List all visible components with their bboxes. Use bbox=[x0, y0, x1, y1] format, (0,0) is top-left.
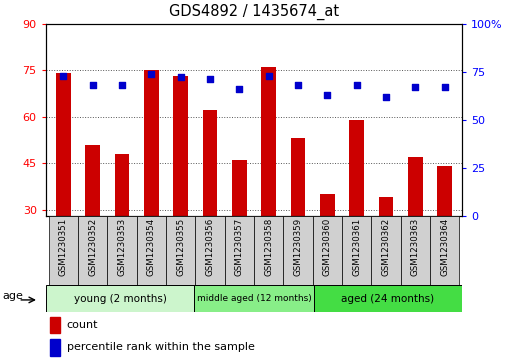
Bar bbox=[320, 194, 335, 216]
Point bbox=[382, 94, 390, 99]
Bar bbox=[225, 216, 254, 285]
Bar bbox=[350, 120, 364, 216]
Bar bbox=[46, 285, 195, 312]
Bar bbox=[85, 144, 100, 216]
Text: GSM1230356: GSM1230356 bbox=[206, 218, 214, 276]
Bar bbox=[173, 76, 188, 216]
Text: middle aged (12 months): middle aged (12 months) bbox=[197, 294, 311, 303]
Point bbox=[59, 73, 68, 78]
Text: young (2 months): young (2 months) bbox=[74, 294, 167, 303]
Bar bbox=[437, 166, 452, 216]
Text: GSM1230354: GSM1230354 bbox=[147, 218, 156, 276]
Text: GSM1230360: GSM1230360 bbox=[323, 218, 332, 276]
Bar bbox=[166, 216, 196, 285]
Text: GSM1230362: GSM1230362 bbox=[382, 218, 391, 276]
Bar bbox=[378, 197, 393, 216]
Bar bbox=[144, 70, 158, 216]
Bar bbox=[408, 157, 423, 216]
Bar bbox=[50, 339, 60, 356]
Bar bbox=[371, 216, 401, 285]
Text: GSM1230358: GSM1230358 bbox=[264, 218, 273, 276]
Bar bbox=[254, 216, 283, 285]
Bar bbox=[50, 317, 60, 333]
Bar bbox=[49, 216, 78, 285]
Text: GDS4892 / 1435674_at: GDS4892 / 1435674_at bbox=[169, 4, 339, 20]
Bar bbox=[107, 216, 137, 285]
Text: GSM1230364: GSM1230364 bbox=[440, 218, 449, 276]
Bar bbox=[232, 160, 247, 216]
Text: GSM1230355: GSM1230355 bbox=[176, 218, 185, 276]
Bar bbox=[137, 216, 166, 285]
Text: age: age bbox=[2, 291, 23, 301]
Point bbox=[206, 77, 214, 82]
Bar bbox=[283, 216, 312, 285]
Bar bbox=[195, 285, 313, 312]
Bar bbox=[401, 216, 430, 285]
Text: count: count bbox=[67, 320, 98, 330]
Point bbox=[353, 82, 361, 88]
Point bbox=[88, 82, 97, 88]
Bar bbox=[261, 67, 276, 216]
Bar bbox=[312, 216, 342, 285]
Point bbox=[323, 92, 331, 98]
Text: GSM1230351: GSM1230351 bbox=[59, 218, 68, 276]
Text: GSM1230352: GSM1230352 bbox=[88, 218, 97, 276]
Bar bbox=[342, 216, 371, 285]
Bar bbox=[56, 73, 71, 216]
Bar bbox=[313, 285, 462, 312]
Text: percentile rank within the sample: percentile rank within the sample bbox=[67, 342, 255, 352]
Text: GSM1230363: GSM1230363 bbox=[411, 218, 420, 276]
Text: GSM1230361: GSM1230361 bbox=[352, 218, 361, 276]
Bar bbox=[430, 216, 459, 285]
Bar bbox=[203, 110, 217, 216]
Text: aged (24 months): aged (24 months) bbox=[341, 294, 434, 303]
Point bbox=[294, 82, 302, 88]
Text: GSM1230353: GSM1230353 bbox=[117, 218, 126, 276]
Point bbox=[235, 86, 243, 92]
Point bbox=[440, 84, 449, 90]
Bar bbox=[196, 216, 225, 285]
Point bbox=[265, 73, 273, 78]
Text: GSM1230359: GSM1230359 bbox=[294, 218, 302, 276]
Text: GSM1230357: GSM1230357 bbox=[235, 218, 244, 276]
Point bbox=[411, 84, 420, 90]
Bar bbox=[78, 216, 107, 285]
Point bbox=[177, 74, 185, 80]
Bar bbox=[115, 154, 130, 216]
Point bbox=[118, 82, 126, 88]
Point bbox=[147, 71, 155, 77]
Bar bbox=[291, 138, 305, 216]
